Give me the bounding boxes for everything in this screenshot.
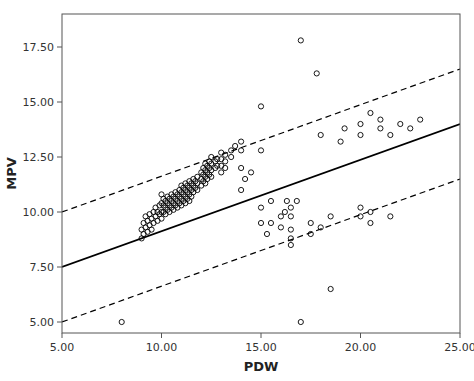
x-tick-label: 10.00 <box>146 341 178 354</box>
scatter-point <box>358 205 363 210</box>
scatter-point <box>223 165 228 170</box>
y-tick <box>57 157 62 158</box>
chart: 5.00 10.00 15.00 20.00 25.00 5.00 7.50 10.00 12.… <box>0 0 474 381</box>
scatter-point <box>233 143 238 148</box>
y-tick-label: 15.00 <box>23 96 55 109</box>
scatter-point <box>418 117 423 122</box>
scatter-point <box>239 148 244 153</box>
x-tick-label: 20.00 <box>345 341 377 354</box>
scatter-point <box>408 126 413 131</box>
scatter-point <box>288 242 293 247</box>
scatter-point <box>264 231 269 236</box>
scatter-point <box>328 214 333 219</box>
scatter-point <box>119 319 124 324</box>
scatter-point <box>268 220 273 225</box>
x-tick <box>261 333 262 338</box>
scatter-point <box>209 154 214 159</box>
plot-area <box>62 14 460 333</box>
scatter-point <box>248 170 253 175</box>
ci-line <box>62 69 460 212</box>
y-tick-label: 10.00 <box>23 206 55 219</box>
scatter-point <box>239 165 244 170</box>
x-tick-label: 25.00 <box>444 341 474 354</box>
scatter-point <box>298 38 303 43</box>
scatter-point <box>258 220 263 225</box>
scatter-point <box>378 117 383 122</box>
y-tick <box>57 102 62 103</box>
scatter-point <box>239 139 244 144</box>
y-tick-label: 12.50 <box>23 151 55 164</box>
scatter-point <box>278 225 283 230</box>
y-tick <box>57 47 62 48</box>
scatter-point <box>288 214 293 219</box>
x-tick <box>62 333 63 338</box>
scatter-point <box>258 148 263 153</box>
scatter-point <box>368 110 373 115</box>
scatter-point <box>242 176 247 181</box>
scatter-point <box>358 132 363 137</box>
x-tick-label: 15.00 <box>245 341 277 354</box>
marks <box>62 38 460 325</box>
scatter-point <box>398 121 403 126</box>
y-tick <box>57 212 62 213</box>
x-tick <box>460 333 461 338</box>
regression-line <box>62 124 460 267</box>
scatter-point <box>258 104 263 109</box>
axes: 5.00 10.00 15.00 20.00 25.00 5.00 7.50 10.00 12.… <box>23 41 474 354</box>
x-axis-label: PDW <box>244 359 279 374</box>
scatter-point <box>288 227 293 232</box>
x-tick-label: 5.00 <box>50 341 75 354</box>
scatter-point <box>278 214 283 219</box>
scatter-point <box>388 132 393 137</box>
scatter-point <box>308 220 313 225</box>
scatter-point <box>258 205 263 210</box>
scatter-point <box>298 319 303 324</box>
y-tick-label: 7.50 <box>30 261 55 274</box>
x-tick <box>161 333 162 338</box>
scatter-point <box>288 205 293 210</box>
scatter-point <box>219 170 224 175</box>
scatter-point <box>368 220 373 225</box>
scatter-point <box>378 126 383 131</box>
y-axis-label: MPV <box>4 157 19 190</box>
scatter-point <box>229 154 234 159</box>
scatter-point <box>358 214 363 219</box>
scatter-point <box>318 132 323 137</box>
scatter-point <box>239 187 244 192</box>
scatter-point <box>268 198 273 203</box>
scatter-point <box>342 126 347 131</box>
scatter-point <box>149 227 154 232</box>
y-tick-label: 17.50 <box>23 41 55 54</box>
y-tick <box>57 267 62 268</box>
ci-line <box>62 179 460 322</box>
scatter-point <box>282 209 287 214</box>
y-tick <box>57 322 62 323</box>
scatter-point <box>358 121 363 126</box>
y-tick-label: 5.00 <box>30 316 55 329</box>
scatter-point <box>388 214 393 219</box>
x-tick <box>360 333 361 338</box>
scatter-point <box>223 159 228 164</box>
plot-frame <box>62 14 460 333</box>
scatter-point <box>294 198 299 203</box>
scatter-point <box>338 139 343 144</box>
scatter-point <box>159 216 164 221</box>
scatter-point <box>195 187 200 192</box>
scatter-point <box>328 286 333 291</box>
scatter-point <box>314 71 319 76</box>
scatter-point <box>209 174 214 179</box>
scatter-point <box>284 198 289 203</box>
